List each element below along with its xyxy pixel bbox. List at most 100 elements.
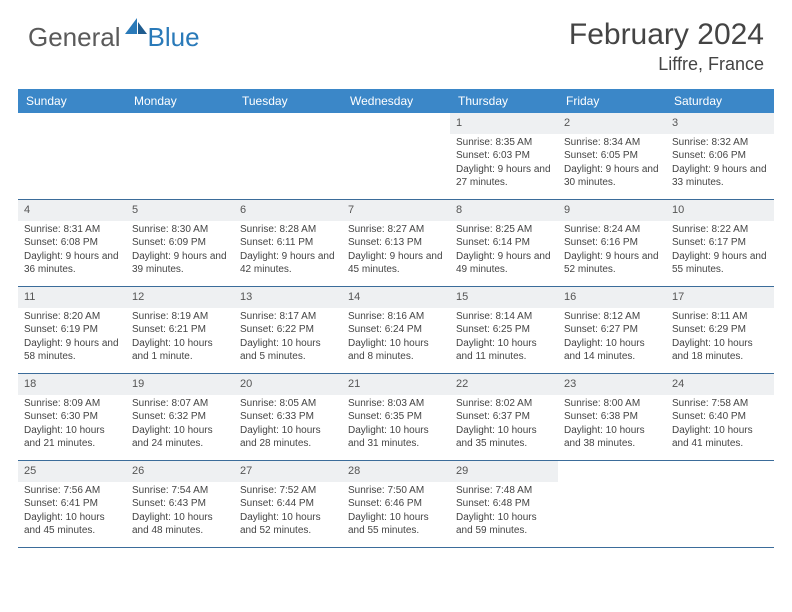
week-row: 4Sunrise: 8:31 AMSunset: 6:08 PMDaylight… [18, 200, 774, 287]
day-body: Sunrise: 8:28 AMSunset: 6:11 PMDaylight:… [234, 221, 342, 281]
day-number: 13 [234, 287, 342, 308]
day-line: Sunrise: 8:11 AM [672, 310, 768, 324]
dayheader-row: SundayMondayTuesdayWednesdayThursdayFrid… [18, 89, 774, 113]
day-number: 6 [234, 200, 342, 221]
day-line: Sunrise: 8:22 AM [672, 223, 768, 237]
day-body: Sunrise: 8:25 AMSunset: 6:14 PMDaylight:… [450, 221, 558, 281]
day-number: 24 [666, 374, 774, 395]
day-line: Sunset: 6:08 PM [24, 236, 120, 250]
day-body: Sunrise: 7:50 AMSunset: 6:46 PMDaylight:… [342, 482, 450, 542]
day-cell: 10Sunrise: 8:22 AMSunset: 6:17 PMDayligh… [666, 200, 774, 286]
day-body: Sunrise: 8:00 AMSunset: 6:38 PMDaylight:… [558, 395, 666, 455]
day-line: Sunrise: 7:54 AM [132, 484, 228, 498]
week-row: 18Sunrise: 8:09 AMSunset: 6:30 PMDayligh… [18, 374, 774, 461]
day-cell: 18Sunrise: 8:09 AMSunset: 6:30 PMDayligh… [18, 374, 126, 460]
day-line: Sunset: 6:32 PM [132, 410, 228, 424]
day-number: 8 [450, 200, 558, 221]
day-number: 15 [450, 287, 558, 308]
day-body: Sunrise: 8:09 AMSunset: 6:30 PMDaylight:… [18, 395, 126, 455]
day-body [666, 482, 774, 488]
day-number: 5 [126, 200, 234, 221]
day-cell: 22Sunrise: 8:02 AMSunset: 6:37 PMDayligh… [450, 374, 558, 460]
day-body: Sunrise: 8:05 AMSunset: 6:33 PMDaylight:… [234, 395, 342, 455]
day-line: Sunrise: 8:03 AM [348, 397, 444, 411]
day-line: Sunrise: 8:27 AM [348, 223, 444, 237]
day-cell: 24Sunrise: 7:58 AMSunset: 6:40 PMDayligh… [666, 374, 774, 460]
day-body: Sunrise: 8:35 AMSunset: 6:03 PMDaylight:… [450, 134, 558, 194]
day-number: 12 [126, 287, 234, 308]
day-line: Daylight: 10 hours and 11 minutes. [456, 337, 552, 364]
day-line: Sunrise: 8:19 AM [132, 310, 228, 324]
day-body: Sunrise: 7:52 AMSunset: 6:44 PMDaylight:… [234, 482, 342, 542]
day-cell [342, 113, 450, 199]
day-line: Sunrise: 8:16 AM [348, 310, 444, 324]
day-body: Sunrise: 8:20 AMSunset: 6:19 PMDaylight:… [18, 308, 126, 368]
day-line: Daylight: 9 hours and 42 minutes. [240, 250, 336, 277]
title-block: February 2024 Liffre, France [569, 18, 764, 75]
day-cell [558, 461, 666, 547]
day-line: Sunrise: 7:56 AM [24, 484, 120, 498]
day-number: 18 [18, 374, 126, 395]
day-line: Sunrise: 7:48 AM [456, 484, 552, 498]
day-line: Sunrise: 8:17 AM [240, 310, 336, 324]
day-line: Daylight: 10 hours and 35 minutes. [456, 424, 552, 451]
day-line: Sunset: 6:37 PM [456, 410, 552, 424]
day-line: Sunrise: 8:05 AM [240, 397, 336, 411]
day-line: Daylight: 9 hours and 36 minutes. [24, 250, 120, 277]
page-title: February 2024 [569, 18, 764, 52]
day-number: 22 [450, 374, 558, 395]
day-body: Sunrise: 8:31 AMSunset: 6:08 PMDaylight:… [18, 221, 126, 281]
day-line: Sunset: 6:29 PM [672, 323, 768, 337]
location-label: Liffre, France [569, 54, 764, 75]
day-cell: 8Sunrise: 8:25 AMSunset: 6:14 PMDaylight… [450, 200, 558, 286]
day-number: 2 [558, 113, 666, 134]
day-line: Daylight: 10 hours and 18 minutes. [672, 337, 768, 364]
day-line: Sunrise: 7:50 AM [348, 484, 444, 498]
dayheader-cell: Friday [558, 89, 666, 113]
day-line: Daylight: 10 hours and 14 minutes. [564, 337, 660, 364]
dayheader-cell: Wednesday [342, 89, 450, 113]
day-line: Sunset: 6:33 PM [240, 410, 336, 424]
day-number [18, 113, 126, 134]
day-body: Sunrise: 8:32 AMSunset: 6:06 PMDaylight:… [666, 134, 774, 194]
day-number: 16 [558, 287, 666, 308]
day-line: Sunset: 6:05 PM [564, 149, 660, 163]
day-number: 29 [450, 461, 558, 482]
day-line: Sunrise: 8:28 AM [240, 223, 336, 237]
day-body: Sunrise: 8:30 AMSunset: 6:09 PMDaylight:… [126, 221, 234, 281]
day-cell: 29Sunrise: 7:48 AMSunset: 6:48 PMDayligh… [450, 461, 558, 547]
day-line: Sunset: 6:48 PM [456, 497, 552, 511]
day-line: Daylight: 10 hours and 48 minutes. [132, 511, 228, 538]
day-cell: 21Sunrise: 8:03 AMSunset: 6:35 PMDayligh… [342, 374, 450, 460]
day-cell: 28Sunrise: 7:50 AMSunset: 6:46 PMDayligh… [342, 461, 450, 547]
day-line: Sunset: 6:24 PM [348, 323, 444, 337]
day-line: Sunset: 6:40 PM [672, 410, 768, 424]
day-body: Sunrise: 8:02 AMSunset: 6:37 PMDaylight:… [450, 395, 558, 455]
week-row: 1Sunrise: 8:35 AMSunset: 6:03 PMDaylight… [18, 113, 774, 200]
day-line: Daylight: 9 hours and 27 minutes. [456, 163, 552, 190]
day-body: Sunrise: 8:11 AMSunset: 6:29 PMDaylight:… [666, 308, 774, 368]
logo-text-general: General [28, 22, 121, 53]
day-number [234, 113, 342, 134]
day-line: Sunset: 6:16 PM [564, 236, 660, 250]
day-number: 23 [558, 374, 666, 395]
day-cell: 2Sunrise: 8:34 AMSunset: 6:05 PMDaylight… [558, 113, 666, 199]
day-body: Sunrise: 7:48 AMSunset: 6:48 PMDaylight:… [450, 482, 558, 542]
day-cell: 16Sunrise: 8:12 AMSunset: 6:27 PMDayligh… [558, 287, 666, 373]
day-body: Sunrise: 7:54 AMSunset: 6:43 PMDaylight:… [126, 482, 234, 542]
week-row: 11Sunrise: 8:20 AMSunset: 6:19 PMDayligh… [18, 287, 774, 374]
day-line: Sunset: 6:46 PM [348, 497, 444, 511]
day-number [558, 461, 666, 482]
day-number: 14 [342, 287, 450, 308]
day-body: Sunrise: 8:34 AMSunset: 6:05 PMDaylight:… [558, 134, 666, 194]
day-cell: 6Sunrise: 8:28 AMSunset: 6:11 PMDaylight… [234, 200, 342, 286]
day-line: Daylight: 9 hours and 58 minutes. [24, 337, 120, 364]
day-line: Sunrise: 8:30 AM [132, 223, 228, 237]
day-body: Sunrise: 7:56 AMSunset: 6:41 PMDaylight:… [18, 482, 126, 542]
day-number: 28 [342, 461, 450, 482]
day-line: Sunrise: 8:02 AM [456, 397, 552, 411]
day-line: Sunset: 6:09 PM [132, 236, 228, 250]
day-line: Daylight: 10 hours and 38 minutes. [564, 424, 660, 451]
header: General Blue February 2024 Liffre, Franc… [0, 0, 792, 83]
day-number: 26 [126, 461, 234, 482]
